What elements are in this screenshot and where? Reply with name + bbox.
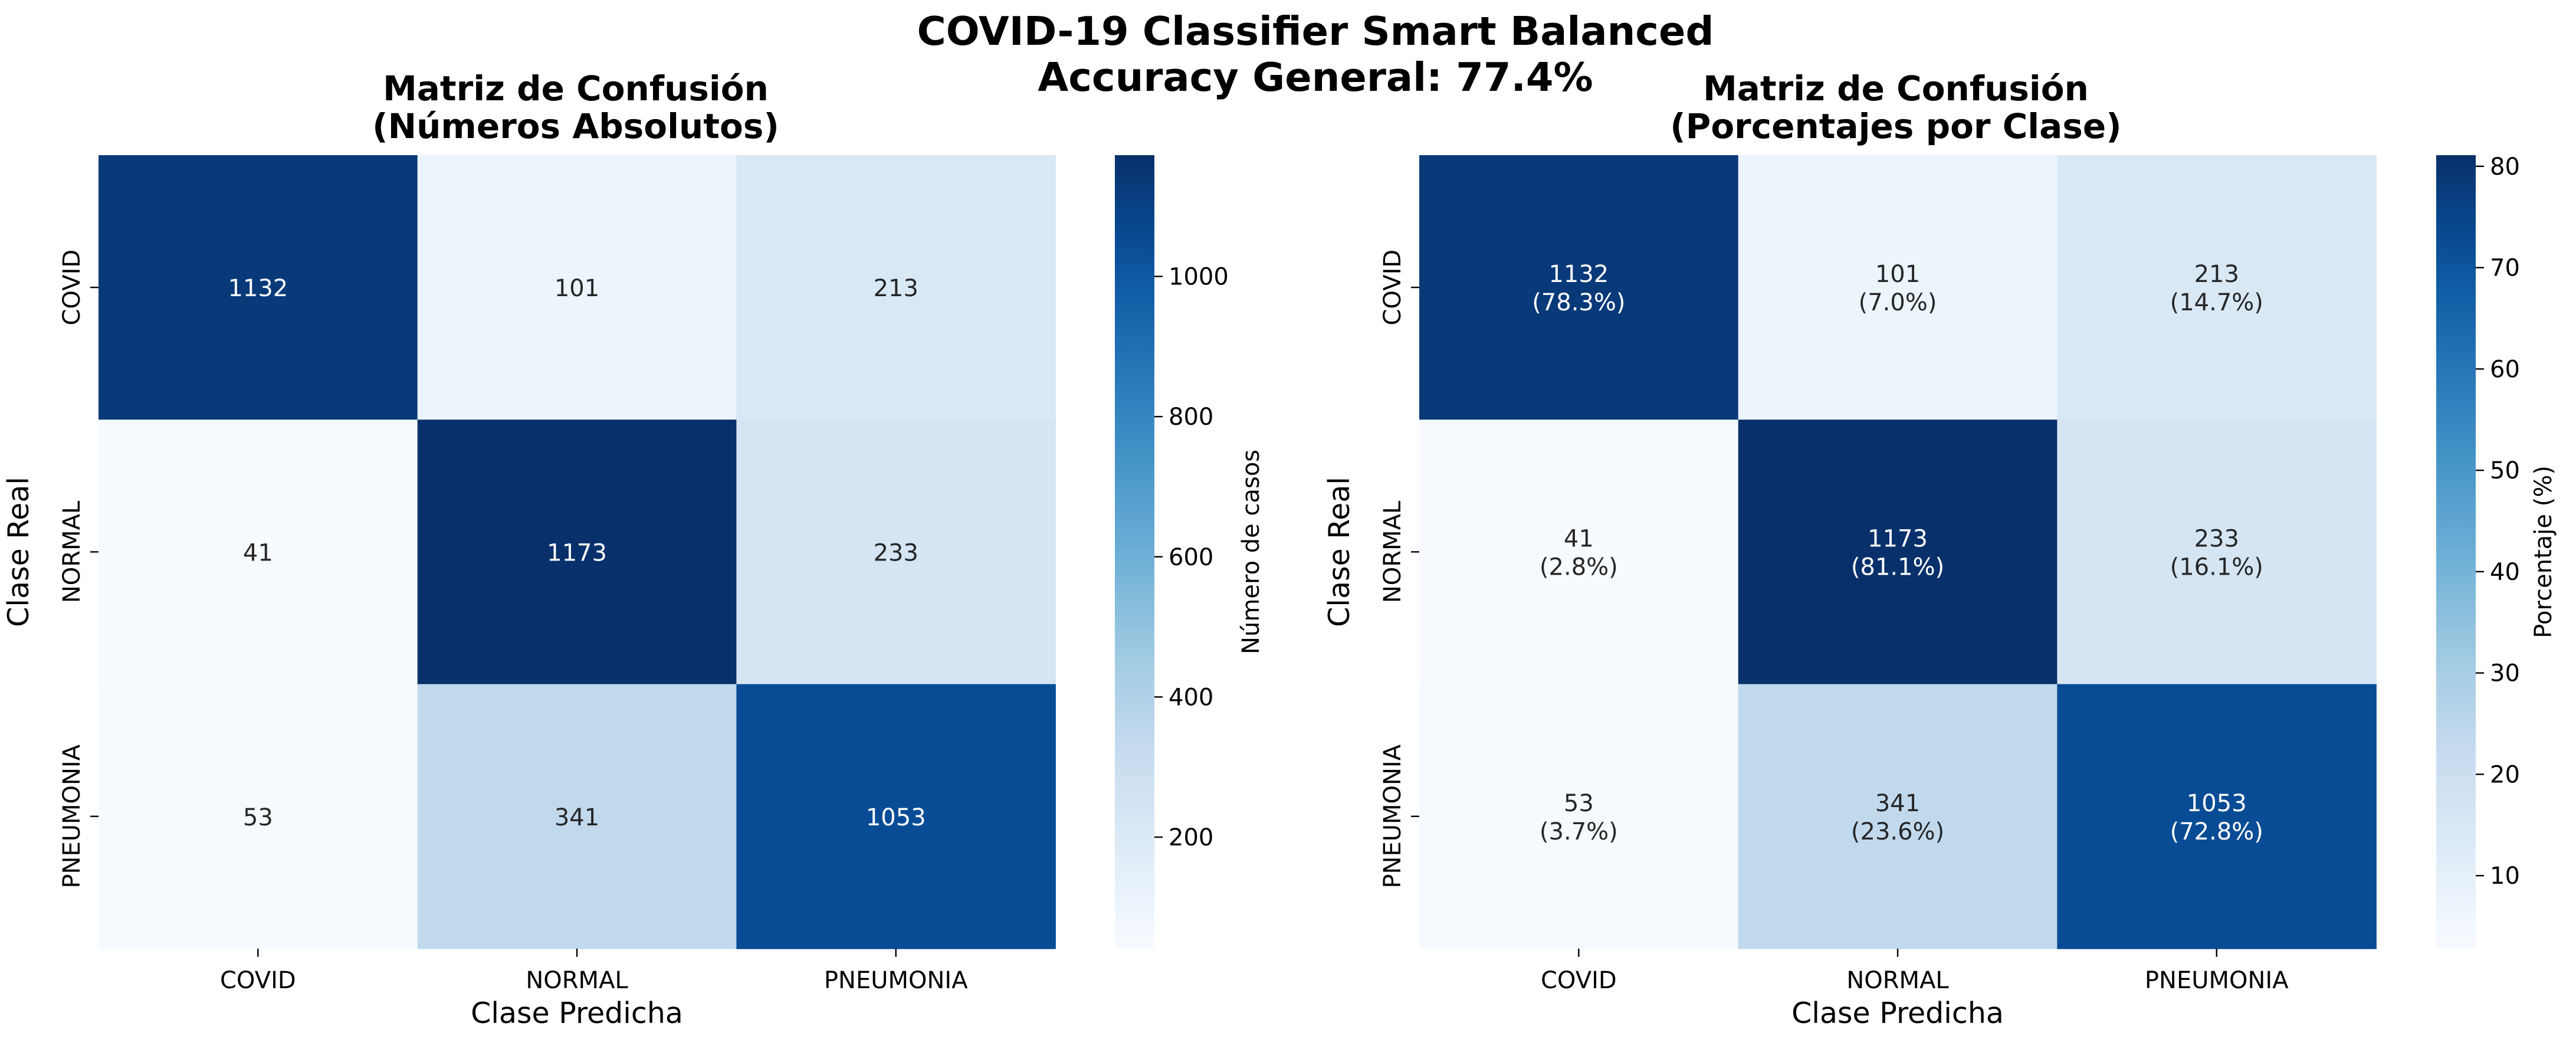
heatmap-cell xyxy=(1738,155,2058,421)
colorbar-tick-label: 80 xyxy=(2490,153,2520,181)
colorbar-tick-label: 200 xyxy=(1169,824,1213,851)
colorbar-tick-label: 20 xyxy=(2490,761,2520,788)
cell-value-label: 41 xyxy=(1564,525,1594,552)
heatmap-cell xyxy=(1419,155,1739,421)
heatmap-cell xyxy=(2057,419,2377,685)
heatmap-cell xyxy=(1419,419,1739,685)
panel-title-line: Matriz de Confusión xyxy=(383,68,769,109)
cell-value-label: 101 xyxy=(554,275,599,302)
cell-value-label: 233 xyxy=(874,539,918,566)
absolute-counts-heatmap: Matriz de Confusión(Números Absolutos) 11… xyxy=(2,68,1265,1030)
cell-value-label: 1132 xyxy=(228,275,288,302)
colorbar-label: Número de casos xyxy=(1238,450,1265,654)
cell-value-label: 1053 xyxy=(2187,790,2247,817)
heatmap-cell xyxy=(417,419,737,685)
cell-value-label: 341 xyxy=(1875,790,1920,817)
cell-value-label: (7.0%) xyxy=(1859,289,1937,316)
panel-title-line: Matriz de Confusión xyxy=(1703,68,2089,109)
x-tick-label: COVID xyxy=(1541,967,1617,994)
cell-value-label: 213 xyxy=(2194,261,2239,288)
colorbar-tick-label: 50 xyxy=(2490,457,2520,484)
heatmap-cell xyxy=(1419,684,1739,949)
cell-value-label: 41 xyxy=(243,539,273,566)
colorbar-tick-label: 1000 xyxy=(1169,264,1229,291)
heatmap-cell xyxy=(99,419,418,685)
cell-value-label: (72.8%) xyxy=(2170,818,2263,845)
colorbar-tick-label: 30 xyxy=(2490,660,2520,687)
heatmap-cell xyxy=(1738,419,2058,685)
heatmap-cell xyxy=(736,155,1056,421)
colorbar-tick-label: 70 xyxy=(2490,255,2520,282)
colorbar-tick-label: 400 xyxy=(1169,684,1213,711)
colorbar-tick-label: 40 xyxy=(2490,559,2520,586)
cell-value-label: 213 xyxy=(874,275,918,302)
heatmap-cell xyxy=(2057,684,2377,949)
figure-title-line1: COVID-19 Classifier Smart Balanced xyxy=(917,8,1714,54)
panel-title-line: (Números Absolutos) xyxy=(372,106,779,146)
heatmap-cell xyxy=(736,419,1056,685)
cell-value-label: 341 xyxy=(554,804,599,831)
y-tick-label: NORMAL xyxy=(58,500,86,603)
y-axis-label: Clase Real xyxy=(1323,477,1356,627)
cell-value-label: 1173 xyxy=(1868,525,1928,552)
cell-value-label: (78.3%) xyxy=(1532,289,1625,316)
colorbar-label: Porcentaje (%) xyxy=(2530,465,2557,638)
panel-title-line: (Porcentajes por Clase) xyxy=(1670,106,2121,146)
colorbar-tick-label: 10 xyxy=(2490,863,2520,890)
heatmap-cell xyxy=(417,684,737,949)
colorbar-tick-label: 60 xyxy=(2490,356,2520,383)
cell-value-label: 1173 xyxy=(547,539,607,566)
percentage-heatmap: Matriz de Confusión(Porcentajes por Clas… xyxy=(1323,68,2557,1030)
cell-value-label: 233 xyxy=(2194,525,2239,552)
cell-value-label: 1132 xyxy=(1548,261,1609,288)
y-tick-label: COVID xyxy=(1379,250,1406,326)
cell-value-label: (81.1%) xyxy=(1851,553,1944,581)
heatmap-cell xyxy=(99,684,418,949)
y-tick-label: PNEUMONIA xyxy=(58,744,86,888)
y-tick-label: COVID xyxy=(58,250,86,326)
heatmap-cell xyxy=(736,684,1056,949)
colorbar-tick-label: 600 xyxy=(1169,544,1213,571)
heatmap-cell xyxy=(1738,684,2058,949)
x-tick-label: COVID xyxy=(220,967,296,994)
x-axis-label: Clase Predicha xyxy=(471,996,683,1030)
heatmap-cell xyxy=(2057,155,2377,421)
cell-value-label: 101 xyxy=(1875,261,1920,288)
heatmap-cell xyxy=(99,155,418,421)
cell-value-label: (23.6%) xyxy=(1851,818,1944,845)
x-tick-label: NORMAL xyxy=(1846,967,1949,994)
cell-value-label: (16.1%) xyxy=(2170,553,2263,581)
cell-value-label: 53 xyxy=(1564,790,1594,817)
x-tick-label: NORMAL xyxy=(526,967,628,994)
cell-value-label: (14.7%) xyxy=(2170,289,2263,316)
y-tick-label: NORMAL xyxy=(1379,500,1406,603)
colorbar-tick-label: 800 xyxy=(1169,404,1213,431)
x-axis-label: Clase Predicha xyxy=(1791,996,2004,1030)
y-tick-label: PNEUMONIA xyxy=(1379,744,1406,888)
cell-value-label: 1053 xyxy=(866,804,926,831)
figure-title-line2: Accuracy General: 77.4% xyxy=(1038,54,1593,100)
cell-value-label: 53 xyxy=(243,804,273,831)
heatmap-cell xyxy=(417,155,737,421)
colorbar xyxy=(2436,155,2476,949)
cell-value-label: (2.8%) xyxy=(1540,553,1618,581)
x-tick-label: PNEUMONIA xyxy=(824,967,968,994)
y-axis-label: Clase Real xyxy=(2,477,35,627)
x-tick-label: PNEUMONIA xyxy=(2145,967,2289,994)
colorbar xyxy=(1115,155,1154,949)
cell-value-label: (3.7%) xyxy=(1540,818,1618,845)
